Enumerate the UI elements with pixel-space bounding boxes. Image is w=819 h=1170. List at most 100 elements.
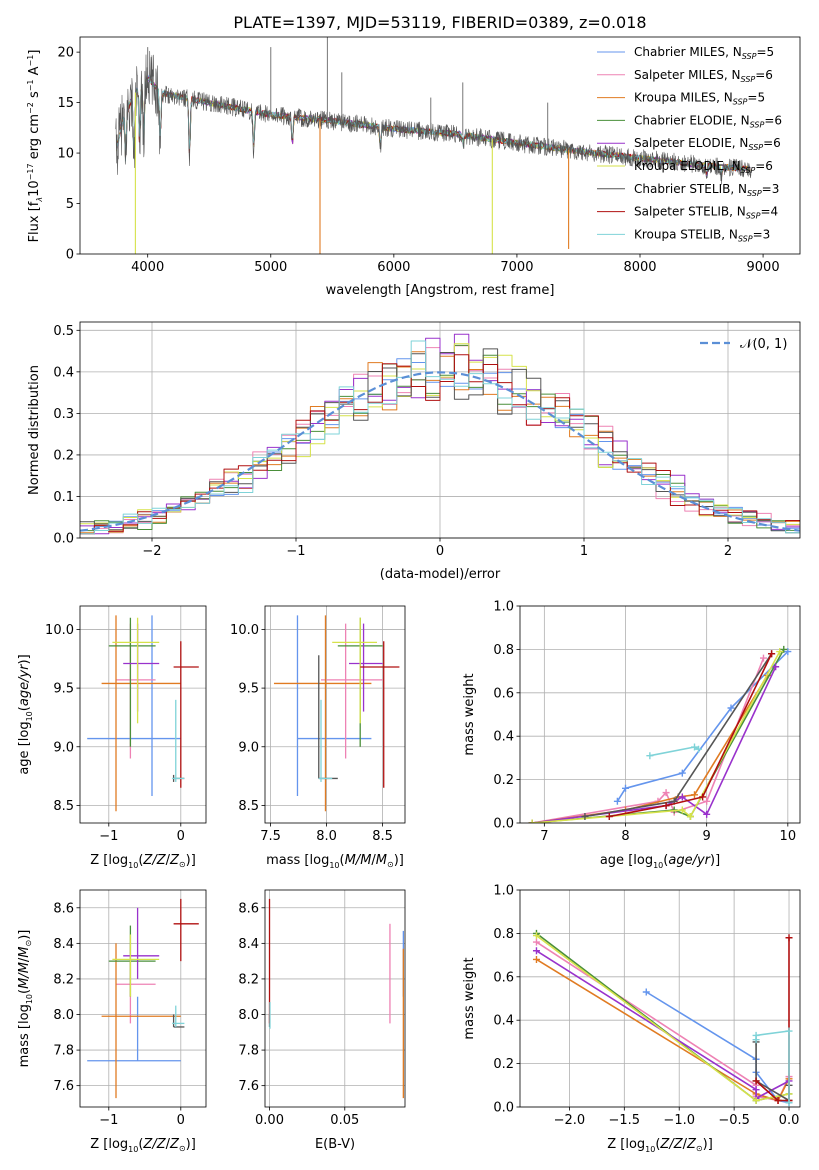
legend-nssp: 6: [765, 68, 773, 82]
errorbar-kroupa-stelib: [318, 699, 333, 782]
y-tick-label: 8.2: [53, 972, 74, 987]
y-axis-label: mass weight: [462, 673, 477, 755]
y-tick-label: 7.8: [238, 1044, 259, 1059]
y-tick-label: 0.4: [53, 365, 74, 380]
errorbar-chabrier-elodie: [108, 617, 156, 747]
x-tick-label-text: 4000: [131, 260, 164, 275]
x-axis-label: wavelength [Angstrom, rest frame]: [326, 283, 555, 298]
x-axis-label: Z [log10(Z/Z/Z⊙)]: [90, 853, 196, 870]
y-tick-label: 0.2: [493, 773, 514, 788]
residuals-panel: −2 −1 0 1 2 0.0 0.1 0.2 0.3 0.4 0.5 (data-model)/er…: [27, 321, 801, 582]
y-tick-label: 0.4: [493, 1014, 514, 1029]
legend-label-kroupa-elodie: Kroupa ELODIE, NSSP=6: [634, 159, 773, 175]
axes-frame: [519, 605, 801, 824]
y-tick-label-text: 0.8: [493, 643, 514, 658]
legend-label-chabrier-elodie-text: Chabrier ELODIE: [634, 113, 733, 127]
y-tick-label-text: 8.4: [53, 937, 74, 952]
marker-salpeter-stelib: [768, 650, 776, 658]
legend-label-kroupa-stelib-text: Kroupa STELIB: [634, 227, 721, 241]
marker-kroupa-elodie: [752, 1096, 760, 1104]
y-tick-label-text: 10.0: [45, 623, 74, 638]
legend: 𝒩(0, 1): [700, 337, 787, 352]
y-tick-label-text: 0.2: [493, 773, 514, 788]
legend-label-chabrier-miles-text: Chabrier MILES: [634, 45, 725, 59]
y-axis-label: Flux [fλ10−17 erg cm−2 s−1 A−1]: [26, 50, 44, 243]
x-tick-label-text: −2: [142, 544, 161, 559]
x-tick-label: 0: [436, 544, 444, 559]
y-tick-label: 8.5: [238, 799, 259, 814]
marker-kroupa-stelib: [785, 1027, 793, 1035]
errorbar-kroupa-elodie: [112, 617, 160, 724]
y-tick-label-text: 0.2: [493, 1057, 514, 1072]
x-axis-label-text: (data-model)/error: [380, 567, 501, 582]
errorbar-chabrier-miles: [296, 615, 372, 797]
axes-frame: [79, 36, 801, 255]
x-tick-label: 0.05: [330, 1113, 359, 1128]
marker-kroupa-elodie: [678, 806, 686, 814]
y-tick-label: 7.6: [238, 1079, 259, 1094]
legend-label-chabrier-stelib-text: Chabrier STELIB: [634, 182, 730, 196]
x-tick-label: 10: [780, 829, 797, 844]
x-tick-label-text: 0.05: [330, 1113, 359, 1128]
y-tick-label-text: 20: [57, 46, 74, 61]
y-tick-label-text: 1.0: [493, 884, 514, 899]
gridlines: [80, 890, 206, 1107]
y-tick-label: 0.0: [493, 817, 514, 832]
x-axis-label-text: Z [log: [607, 1137, 645, 1152]
marker-chabrier-miles: [613, 797, 621, 805]
y-tick-label-text: 7.8: [53, 1044, 74, 1059]
y-tick-label: 8.2: [238, 972, 259, 987]
normal-distribution-curve: [80, 371, 800, 532]
x-tick-label: −1.0: [663, 1113, 695, 1128]
x-axis-label: E(B-V): [315, 1137, 355, 1152]
y-tick-label-text: 10: [57, 147, 74, 162]
y-tick-label-text: 1.0: [493, 600, 514, 615]
legend-label-kroupa-elodie-text: Kroupa ELODIE: [634, 159, 724, 173]
y-tick-label-text: 0.4: [493, 730, 514, 745]
series-line-kroupa-miles: [536, 958, 790, 1102]
legend-nssp: 5: [767, 45, 775, 59]
y-tick-label-text: 8.2: [238, 972, 259, 987]
spectrum-panel: 4000 5000 6000 7000 8000 9000 0 5 10 15 20 waveleng…: [26, 36, 801, 298]
marker-salpeter-miles: [662, 789, 670, 797]
y-tick-label: 10.0: [45, 623, 74, 638]
marker-salpeter-elodie: [678, 793, 686, 801]
marker-chabrier-miles: [678, 769, 686, 777]
y-tick-label-text: 8.4: [238, 937, 259, 952]
x-tick-label-text: 9000: [747, 260, 780, 275]
y-tick-label: 10: [57, 147, 74, 162]
y-tick-label: 1.0: [493, 884, 514, 899]
legend-label-normal-text: 𝒩(0, 1): [740, 337, 787, 352]
y-tick-label: 7.8: [53, 1044, 74, 1059]
y-tick-label: 9.0: [53, 740, 74, 755]
y-tick-label-text: 9.0: [238, 740, 259, 755]
x-tick-label-text: 6000: [377, 260, 410, 275]
y-tick-label-text: 0.6: [493, 970, 514, 985]
x-tick-label-text: 0: [177, 829, 185, 844]
y-tick-label: 0: [66, 248, 74, 263]
x-axis-label-text: Z [log: [90, 853, 128, 868]
marker-kroupa-stelib: [752, 1031, 760, 1039]
plot-area: [87, 898, 199, 1099]
plot-area: [273, 615, 400, 812]
mass-weight-vs-age-panel: 7 8 9 10 0.0 0.2 0.4 0.6 0.8 1.0 age [log10(age/yr…: [462, 600, 801, 870]
age-vs-mass-panel: 7.5 8.0 8.5 8.5 9.0 9.5 10.0 mass [log10(M/M/M⊙…: [230, 605, 406, 870]
x-tick-label-text: 0: [177, 1113, 185, 1128]
marker-salpeter-elodie: [752, 1086, 760, 1094]
marker-kroupa-miles: [532, 955, 540, 963]
subscript: 10: [128, 861, 138, 870]
marker-salpeter-miles: [532, 938, 540, 946]
y-tick-label: 0.1: [53, 490, 74, 505]
y-tick-label-text: 0.6: [493, 686, 514, 701]
marker-kroupa-miles: [690, 791, 698, 799]
y-axis-label: age [log10(age/yr)]: [17, 654, 34, 774]
histogram-chabrier-stelib: [80, 348, 800, 534]
y-tick-label: 9.5: [53, 682, 74, 697]
x-tick-label-text: 7.5: [260, 829, 281, 844]
y-tick-label-text: 0.4: [53, 365, 74, 380]
y-tick-label: 9.0: [238, 740, 259, 755]
histogram-kroupa-stelib: [80, 340, 800, 535]
marker-kroupa-stelib: [690, 743, 698, 751]
y-tick-label-text: 0.4: [493, 1014, 514, 1029]
